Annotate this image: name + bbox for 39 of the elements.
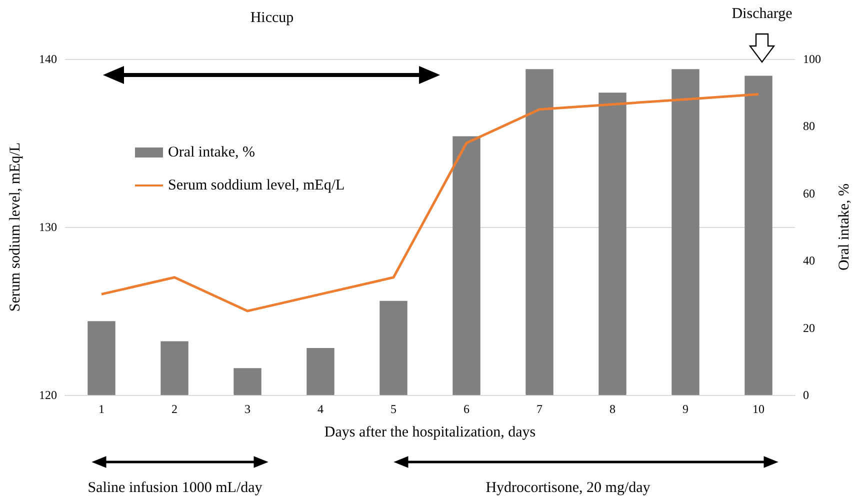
x-tick-label: 2 — [172, 402, 178, 416]
bar — [744, 76, 772, 395]
y-tick-label: 130 — [39, 220, 57, 234]
bar — [234, 368, 262, 395]
bar — [598, 92, 626, 395]
x-tick-label: 1 — [98, 402, 104, 416]
y-tick-label: 140 — [39, 52, 57, 66]
bar — [160, 341, 188, 395]
y2-tick-label: 60 — [803, 186, 815, 200]
y-axis-title: Serum sodium level, mEq/L — [8, 142, 24, 312]
bar — [452, 136, 480, 395]
bar — [526, 69, 554, 395]
legend-label: Oral intake, % — [168, 144, 256, 160]
y2-tick-label: 40 — [803, 254, 815, 268]
x-tick-label: 6 — [464, 402, 470, 416]
x-tick-label: 5 — [390, 402, 396, 416]
x-tick-label: 10 — [752, 402, 764, 416]
legend-label: Serum soddium level, mEq/L — [168, 178, 345, 194]
bar — [306, 348, 334, 395]
y2-tick-label: 80 — [803, 119, 815, 134]
line-series — [100, 93, 760, 312]
x-tick-label: 8 — [610, 402, 616, 416]
bar — [672, 69, 700, 395]
text: Hiccup — [250, 10, 294, 27]
text: Saline infusion 1000 mL/day — [88, 480, 262, 497]
y-tick-label: 120 — [39, 388, 57, 402]
text: Hydrocortisone, 20 mg/day — [486, 480, 650, 497]
y2-axis-title: Oral intake, % — [836, 183, 852, 271]
bar — [88, 321, 116, 395]
x-axis-title: Days after the hospitalization, days — [324, 424, 536, 440]
x-tick-label: 4 — [318, 402, 324, 416]
x-tick-label: 7 — [536, 402, 542, 416]
y2-tick-label: 0 — [803, 388, 809, 402]
x-tick-label: 3 — [244, 402, 250, 416]
bar — [380, 300, 408, 395]
y2-tick-label: 20 — [803, 320, 815, 335]
text: Discharge — [732, 6, 792, 23]
x-tick-label: 9 — [682, 402, 688, 416]
y2-tick-label: 100 — [803, 52, 821, 66]
